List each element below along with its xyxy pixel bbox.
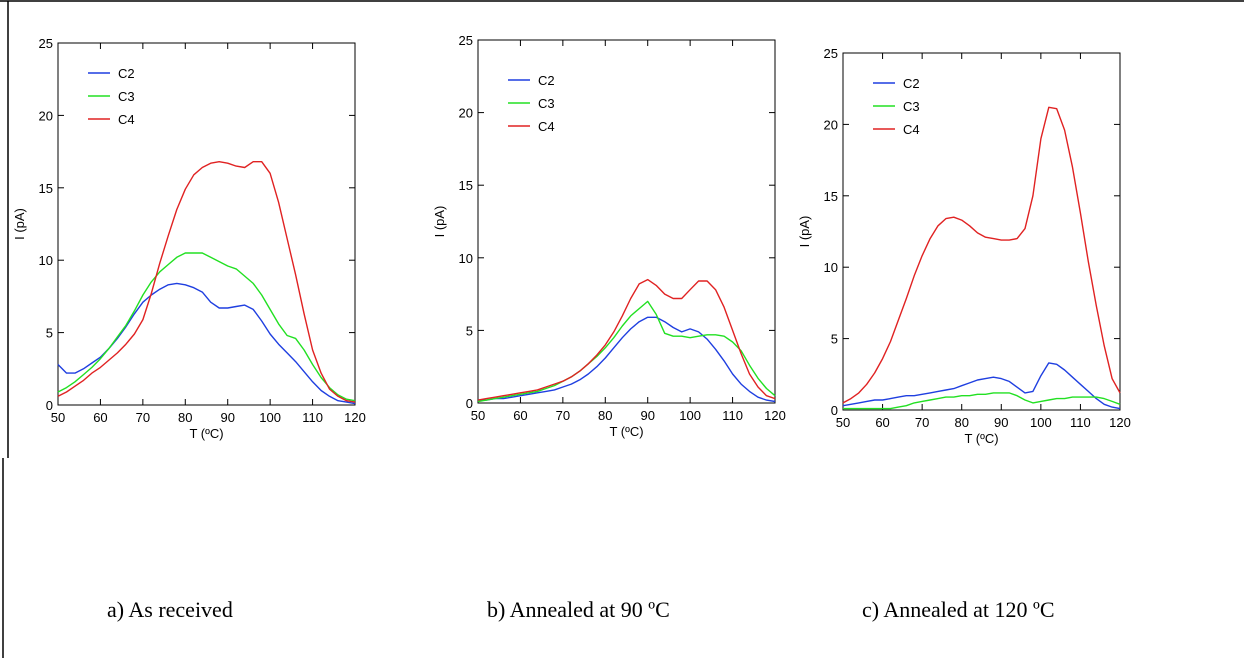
series-c3-a: [57, 252, 356, 402]
x-tick-label-c-70: 70: [915, 415, 929, 430]
series-c4-a: [57, 160, 356, 403]
legend-label-c4-a: C4: [118, 112, 135, 127]
y-tick-label-c-5: 5: [831, 332, 838, 347]
y-tick-label-b-15: 15: [459, 178, 473, 193]
x-tick-label-b-70: 70: [556, 408, 570, 423]
y-axis-label-c: I (pA): [797, 216, 812, 248]
series-c3-b: [477, 300, 776, 403]
x-tick-label-a-80: 80: [178, 410, 192, 425]
legend-label-c4-b: C4: [538, 119, 555, 134]
legend-label-c4-c: C4: [903, 122, 920, 137]
x-tick-label-a-120: 120: [344, 410, 366, 425]
plot-area-b: [477, 39, 776, 404]
series-c3-c: [843, 392, 1121, 410]
caption-b: b) Annealed at 90 ºC: [487, 597, 670, 622]
x-axis-label-c: T (ºC): [964, 431, 998, 446]
y-tick-label-a-10: 10: [39, 253, 53, 268]
y-tick-label-c-0: 0: [831, 403, 838, 418]
y-tick-label-a-20: 20: [39, 108, 53, 123]
x-tick-label-c-50: 50: [836, 415, 850, 430]
y-tick-label-a-25: 25: [39, 36, 53, 51]
panel-a-chart: 50 60 70 80 90 100 110 120 0 5 10 15 20 25 T (ºC) I (pA…: [12, 36, 366, 441]
x-tick-label-c-90: 90: [994, 415, 1008, 430]
y-tick-label-b-0: 0: [466, 396, 473, 411]
x-axis-label-a: T (ºC): [189, 426, 223, 441]
panel-b-chart: 50 60 70 80 90 100 110 120 0 5 10 15 20 25 T (ºC) I (pA…: [432, 33, 786, 439]
x-tick-label-b-60: 60: [513, 408, 527, 423]
series-c4-c: [842, 106, 1121, 404]
x-tick-label-b-110: 110: [722, 408, 743, 423]
y-tick-label-a-15: 15: [39, 181, 53, 196]
series-c2-b: [478, 316, 776, 403]
legend-label-c3-b: C3: [538, 96, 555, 111]
x-tick-label-b-80: 80: [598, 408, 612, 423]
y-tick-label-b-10: 10: [459, 251, 473, 266]
y-tick-label-b-20: 20: [459, 106, 473, 121]
x-tick-label-a-60: 60: [93, 410, 107, 425]
legend-label-c3-c: C3: [903, 99, 920, 114]
plot-area-c: [842, 52, 1121, 411]
x-tick-label-a-50: 50: [51, 410, 65, 425]
x-tick-label-a-90: 90: [220, 410, 234, 425]
legend-label-c2-b: C2: [538, 73, 555, 88]
legend-label-c2-c: C2: [903, 76, 920, 91]
x-tick-label-b-90: 90: [640, 408, 654, 423]
x-tick-label-a-70: 70: [136, 410, 150, 425]
y-tick-label-c-15: 15: [824, 189, 838, 204]
panel-c-chart: 50 60 70 80 90 100 110 120 0 5 10 15 20 25 T (ºC) I (pA…: [797, 46, 1131, 446]
x-tick-label-c-80: 80: [954, 415, 968, 430]
x-tick-label-c-110: 110: [1070, 415, 1091, 430]
series-c4-b: [477, 278, 776, 401]
legend-label-c2-a: C2: [118, 66, 135, 81]
x-tick-label-c-120: 120: [1109, 415, 1131, 430]
x-tick-label-a-110: 110: [302, 410, 323, 425]
x-tick-label-b-100: 100: [679, 408, 701, 423]
y-tick-label-c-25: 25: [824, 46, 838, 61]
y-tick-label-c-10: 10: [824, 260, 838, 275]
x-tick-label-c-60: 60: [875, 415, 889, 430]
y-axis-label-b: I (pA): [432, 206, 447, 238]
caption-a: a) As received: [107, 597, 233, 622]
y-axis-label-a: I (pA): [12, 208, 27, 240]
legend-label-c3-a: C3: [118, 89, 135, 104]
x-tick-label-a-100: 100: [259, 410, 281, 425]
caption-c: c) Annealed at 120 ºC: [862, 597, 1055, 622]
y-tick-label-b-5: 5: [466, 323, 473, 338]
series-c2-c: [842, 362, 1121, 410]
plot-area-a: [57, 42, 356, 406]
y-tick-label-c-20: 20: [824, 117, 838, 132]
x-axis-label-b: T (ºC): [609, 424, 643, 439]
x-tick-label-c-100: 100: [1030, 415, 1052, 430]
x-tick-label-b-50: 50: [471, 408, 485, 423]
y-tick-label-b-25: 25: [459, 33, 473, 48]
x-tick-label-b-120: 120: [764, 408, 786, 423]
y-tick-label-a-0: 0: [46, 398, 53, 413]
y-tick-label-a-5: 5: [46, 326, 53, 341]
